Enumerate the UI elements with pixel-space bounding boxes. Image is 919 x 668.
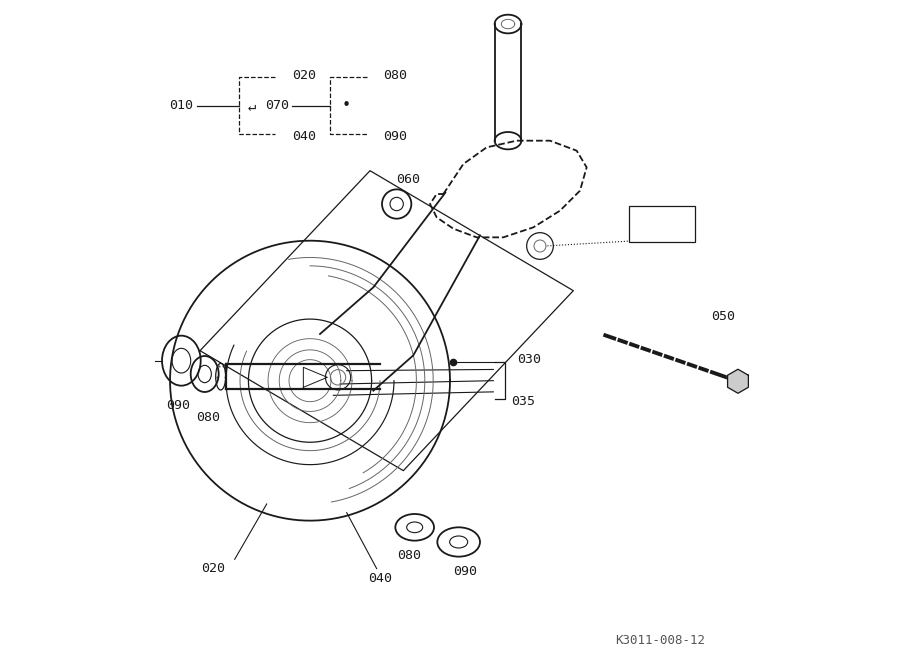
- Text: 020: 020: [291, 69, 315, 82]
- Text: 060: 060: [395, 173, 420, 186]
- Text: 090: 090: [383, 130, 407, 142]
- Text: 010: 010: [169, 99, 193, 112]
- Text: 090: 090: [453, 566, 477, 578]
- Text: 040: 040: [368, 572, 391, 585]
- Text: Fig.No.: Fig.No.: [641, 208, 682, 220]
- Text: 030: 030: [516, 353, 540, 366]
- FancyBboxPatch shape: [628, 206, 694, 242]
- Text: 070: 070: [265, 99, 289, 112]
- Text: 040: 040: [291, 130, 315, 142]
- Text: 020: 020: [201, 562, 225, 575]
- Text: 080: 080: [196, 411, 220, 424]
- Text: 050: 050: [710, 309, 734, 323]
- Text: •: •: [342, 98, 351, 113]
- Text: 080: 080: [397, 549, 421, 562]
- Text: 090: 090: [165, 399, 190, 413]
- Polygon shape: [727, 369, 747, 393]
- Text: G105XX: G105XX: [638, 224, 685, 236]
- Text: 035: 035: [510, 395, 534, 409]
- Text: K3011-008-12: K3011-008-12: [614, 634, 704, 647]
- Text: 080: 080: [383, 69, 407, 82]
- Text: ↵: ↵: [247, 99, 255, 113]
